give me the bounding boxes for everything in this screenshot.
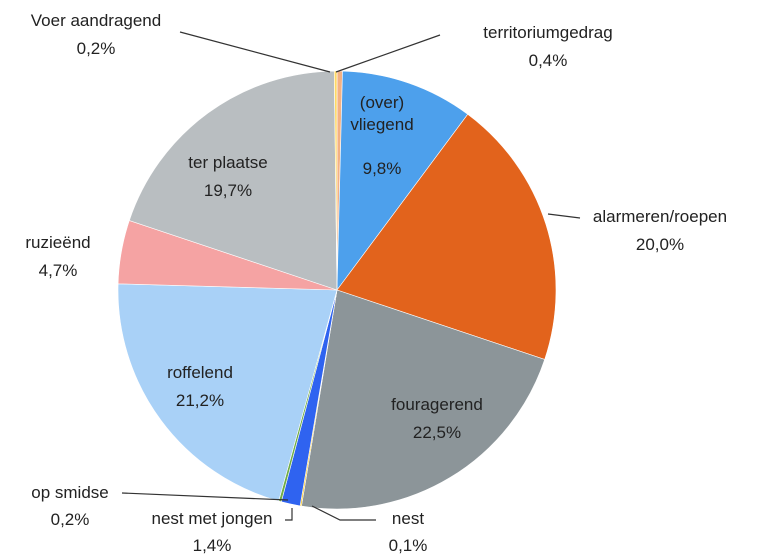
leader-line <box>335 34 441 73</box>
slice-label: nest met jongen <box>151 509 273 528</box>
slice-label: fouragerend <box>391 395 483 414</box>
pie-slice <box>336 113 557 360</box>
slice-value: 9,8% <box>362 159 402 178</box>
slice-value: 20,0% <box>635 235 685 254</box>
slice-label: territoriumgedrag <box>483 23 613 42</box>
slice-label: ter plaatse <box>188 153 268 172</box>
slice-value: 22,5% <box>412 423 462 442</box>
slice-value: 0,2% <box>76 39 116 58</box>
leader-line <box>311 505 376 521</box>
slice-value: 4,7% <box>38 261 78 280</box>
slice-value: 1,4% <box>192 536 232 555</box>
slice-label: (over) vliegend <box>350 93 414 134</box>
pie-slice <box>336 70 469 291</box>
pie-slice <box>301 289 546 510</box>
leader-line <box>121 492 289 501</box>
slice-value: 0,2% <box>50 510 90 529</box>
slice-value: 0,4% <box>528 51 568 70</box>
slice-label: roffelend <box>167 363 233 382</box>
pie-slice <box>333 70 338 291</box>
slice-label: alarmeren/roepen <box>592 207 728 226</box>
pie-slice <box>117 283 338 502</box>
slice-label: nest <box>391 509 425 528</box>
pie-slice <box>128 70 338 291</box>
slice-value: 0,1% <box>388 536 428 555</box>
slice-value: 19,7% <box>203 181 253 200</box>
leader-line <box>285 508 293 521</box>
slice-label: op smidse <box>31 483 109 502</box>
slice-value: 21,2% <box>175 391 225 410</box>
slice-label: ruzieënd <box>25 233 91 252</box>
leader-line <box>179 31 331 73</box>
leader-line <box>547 213 581 219</box>
slice-label: Voer aandragend <box>30 11 162 30</box>
